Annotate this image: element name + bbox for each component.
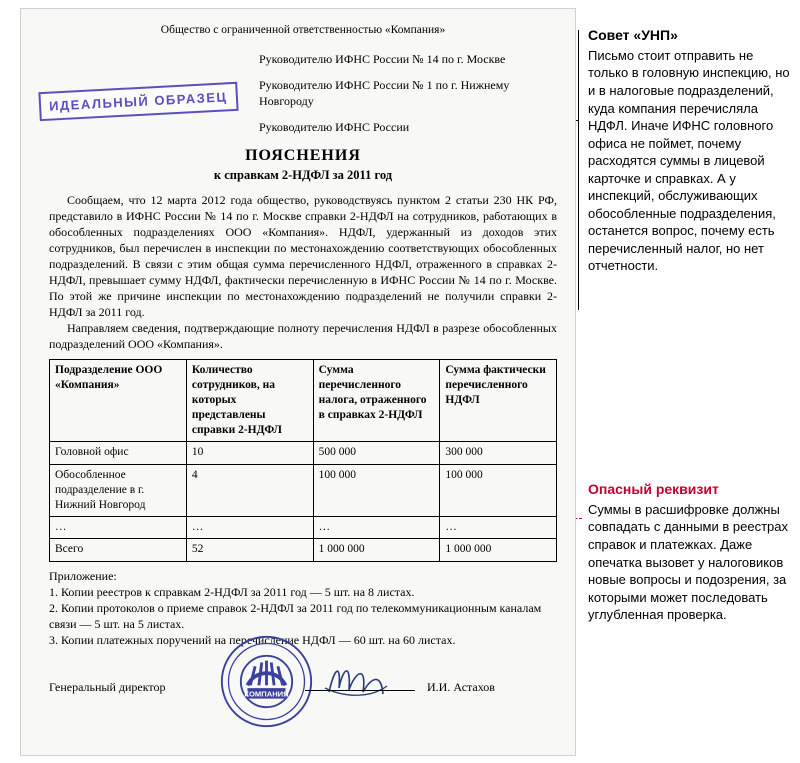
body-paragraph-1: Сообщаем, что 12 марта 2012 года обществ… [49,193,557,321]
table-cell: … [186,517,313,539]
table-body: Головной офис10500 000300 000Обособленно… [50,442,557,561]
signature-row: Генеральный директор КОМПАНИЯ И.И. Астах… [49,662,557,722]
danger-callout: Опасный реквизит Суммы в расшифровке дол… [588,480,794,624]
advice-callout: Совет «УНП» Письмо стоит отправить не то… [588,26,794,275]
body-paragraph-2: Направляем сведения, подтверждающие полн… [49,321,557,353]
advice-title: Совет «УНП» [588,26,794,45]
table-cell: Всего [50,539,187,561]
org-header: Общество с ограниченной ответственностью… [49,23,557,38]
table-cell: 10 [186,442,313,464]
table-cell: 4 [186,464,313,517]
addressee-2: Руководителю ИФНС России № 1 по г. Нижне… [259,78,557,110]
table-cell: … [50,517,187,539]
table-cell: 1 000 000 [440,539,557,561]
table-cell: 1 000 000 [313,539,440,561]
table-row: Обособленное подразделение в г. Нижний Н… [50,464,557,517]
attachments-label: Приложение: [49,568,557,584]
callout1-vline [578,30,579,310]
table-row: ………… [50,517,557,539]
table-row: Головной офис10500 000300 000 [50,442,557,464]
danger-title: Опасный реквизит [588,480,794,499]
sig-name: И.И. Астахов [427,680,495,696]
table-cell: … [313,517,440,539]
table-cell: Головной офис [50,442,187,464]
table-cell: Обособленное подразделение в г. Нижний Н… [50,464,187,517]
signature-icon [321,658,391,702]
col-1: Подразделение ООО «Компания» [50,359,187,442]
table-cell: 100 000 [440,464,557,517]
attachment-1: 1. Копии реестров к справкам 2-НДФЛ за 2… [49,584,557,600]
attachment-2: 2. Копии протоколов о приеме справок 2-Н… [49,600,557,632]
addressee-1: Руководителю ИФНС России № 14 по г. Моск… [259,52,557,68]
svg-text:КОМПАНИЯ: КОМПАНИЯ [244,690,288,699]
table-cell: 300 000 [440,442,557,464]
doc-subtitle: к справкам 2-НДФЛ за 2011 год [49,167,557,184]
company-seal-icon: КОМПАНИЯ [219,634,314,729]
doc-title: ПОЯСНЕНИЯ [49,145,557,166]
addressee-block: Руководителю ИФНС России № 14 по г. Моск… [259,52,557,135]
sig-role: Генеральный директор [49,680,166,696]
table-cell: 100 000 [313,464,440,517]
advice-text: Письмо стоит отправить не только в голов… [588,47,794,275]
signature-line [305,690,415,691]
col-2: Количество сотрудников, на которых предс… [186,359,313,442]
col-4: Сумма фактически перечисленного НДФЛ [440,359,557,442]
ndfl-table: Подразделение ООО «Компания» Количество … [49,359,557,562]
table-row: Всего521 000 0001 000 000 [50,539,557,561]
table-cell: 500 000 [313,442,440,464]
danger-text: Суммы в расшифровке должны совпадать с д… [588,501,794,624]
table-cell: 52 [186,539,313,561]
addressee-3: Руководителю ИФНС России [259,120,557,136]
letter-page: Общество с ограниченной ответственностью… [20,8,576,756]
table-cell: … [440,517,557,539]
ideal-sample-stamp: ИДЕАЛЬНЫЙ ОБРАЗЕЦ [38,82,238,122]
col-3: Сумма перечисленного налога, отраженного… [313,359,440,442]
